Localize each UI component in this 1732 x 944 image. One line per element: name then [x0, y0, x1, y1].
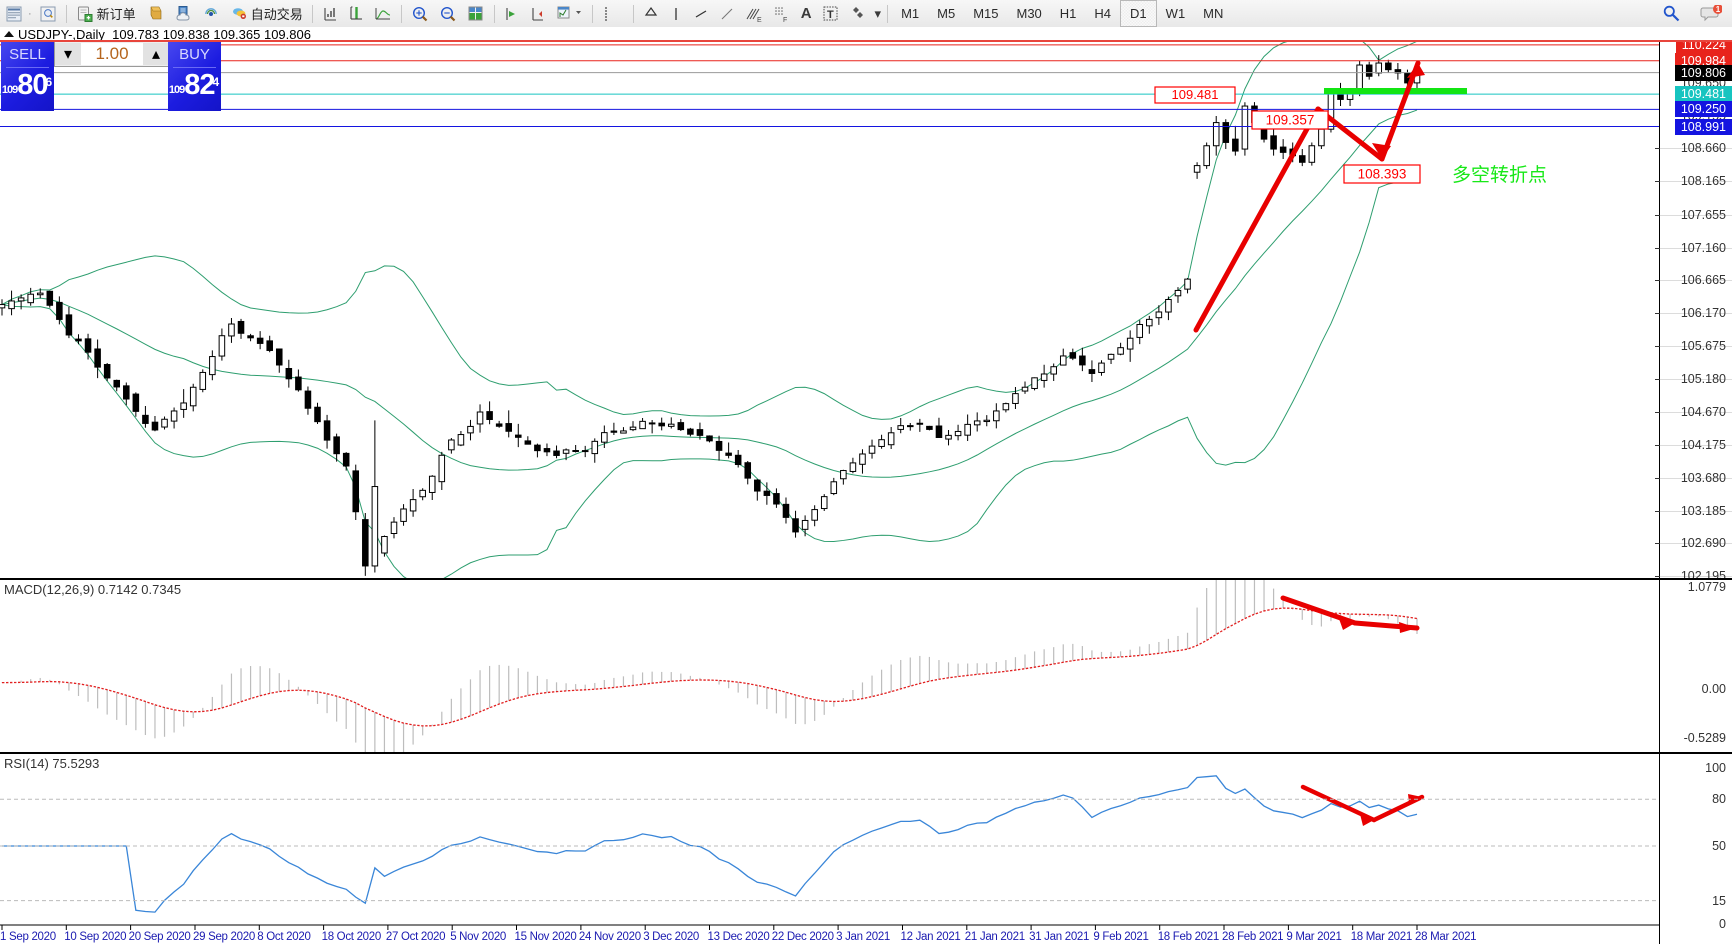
svg-text:109.357: 109.357	[1266, 113, 1315, 128]
svg-text:E: E	[757, 17, 762, 23]
svg-text:109.481: 109.481	[1172, 87, 1219, 102]
svg-text:T: T	[827, 9, 834, 21]
svg-text:F: F	[783, 17, 787, 23]
svg-text:108.393: 108.393	[1358, 167, 1407, 182]
svg-text:1: 1	[1716, 5, 1721, 14]
svg-text:多空转折点: 多空转折点	[1452, 164, 1547, 186]
